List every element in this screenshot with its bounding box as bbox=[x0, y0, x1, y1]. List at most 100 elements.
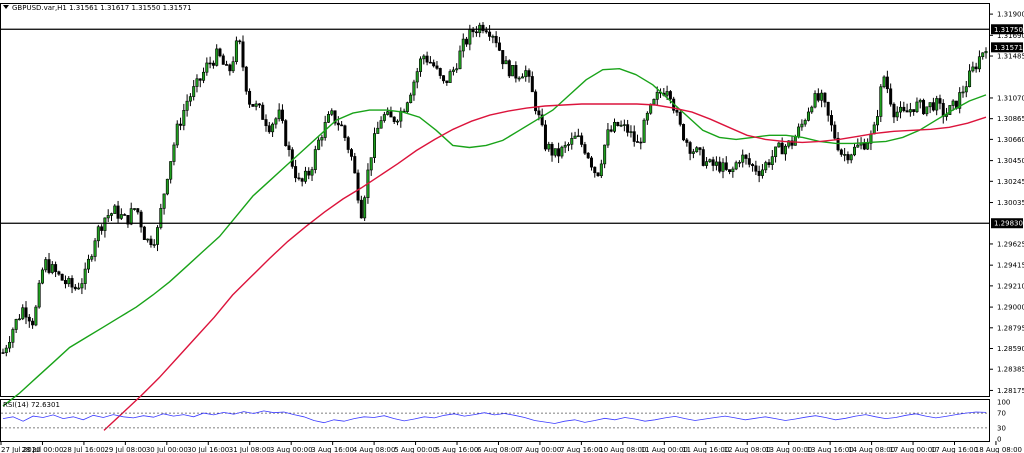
candle bbox=[981, 52, 985, 60]
candle bbox=[11, 327, 15, 348]
candle bbox=[415, 67, 419, 89]
candle bbox=[915, 97, 919, 114]
candle bbox=[833, 121, 837, 140]
last-price-label: 1.31571 bbox=[994, 44, 1023, 52]
candle bbox=[629, 125, 633, 138]
candle bbox=[86, 254, 90, 273]
candle bbox=[520, 73, 524, 79]
candle bbox=[320, 134, 324, 147]
candle bbox=[376, 121, 380, 134]
candle bbox=[343, 124, 347, 142]
candle bbox=[741, 149, 745, 168]
candle bbox=[317, 137, 321, 151]
candle bbox=[948, 105, 952, 115]
candle bbox=[626, 119, 630, 137]
time-tick-label: 11 Aug 00:00 bbox=[641, 446, 688, 453]
rsi-tick-label: 100 bbox=[997, 399, 1010, 407]
rsi-tick-label: 0 bbox=[997, 436, 1001, 444]
candle bbox=[221, 53, 225, 65]
price-tick-label: 1.30865 bbox=[997, 115, 1024, 123]
candle bbox=[826, 101, 830, 122]
candle bbox=[780, 137, 784, 155]
candle bbox=[228, 63, 232, 76]
candle bbox=[264, 114, 268, 132]
candle bbox=[67, 276, 71, 287]
time-tick-label: 7 Aug 16:00 bbox=[560, 446, 603, 453]
candle bbox=[783, 144, 787, 161]
candle bbox=[497, 36, 501, 52]
candle bbox=[231, 56, 235, 74]
candle bbox=[603, 144, 607, 169]
level-tag-label: 1.29830 bbox=[994, 220, 1023, 228]
candle bbox=[524, 65, 528, 82]
candle bbox=[142, 225, 146, 241]
candle bbox=[373, 127, 377, 163]
candle bbox=[902, 101, 906, 113]
price-tick-label: 1.29415 bbox=[997, 262, 1024, 270]
candle bbox=[274, 117, 278, 129]
candle bbox=[349, 148, 353, 161]
candle bbox=[175, 120, 179, 148]
candle bbox=[777, 141, 781, 148]
candle bbox=[195, 74, 199, 93]
candle bbox=[146, 238, 150, 243]
price-tick-label: 1.28385 bbox=[997, 366, 1024, 374]
candle bbox=[790, 136, 794, 150]
candle bbox=[297, 172, 301, 181]
candle bbox=[599, 159, 603, 179]
candle bbox=[760, 164, 764, 179]
candle bbox=[287, 141, 291, 157]
candle bbox=[734, 160, 738, 171]
candle bbox=[96, 224, 100, 248]
candle bbox=[984, 47, 988, 59]
candle bbox=[586, 152, 590, 159]
time-tick-label: 12 Aug 08:00 bbox=[724, 446, 771, 453]
candle bbox=[152, 239, 156, 248]
candle bbox=[737, 160, 741, 168]
candle bbox=[491, 34, 495, 44]
candle bbox=[379, 116, 383, 129]
candle bbox=[136, 208, 140, 215]
candle bbox=[333, 110, 337, 126]
time-tick-label: 17 Aug 16:00 bbox=[931, 446, 978, 453]
candle bbox=[744, 154, 748, 165]
candle bbox=[162, 193, 166, 215]
candle bbox=[583, 141, 587, 155]
candle bbox=[300, 177, 304, 187]
candle bbox=[928, 102, 932, 114]
candle bbox=[721, 158, 725, 179]
candle bbox=[254, 100, 258, 111]
candle bbox=[93, 238, 97, 262]
candle bbox=[77, 282, 81, 290]
candle bbox=[908, 102, 912, 117]
price-tick-label: 1.31900 bbox=[997, 11, 1024, 19]
candle bbox=[211, 60, 215, 69]
price-tick-label: 1.30245 bbox=[997, 178, 1024, 186]
candle bbox=[806, 107, 810, 122]
candle bbox=[455, 63, 459, 73]
candle bbox=[839, 148, 843, 157]
dropdown-triangle-icon[interactable] bbox=[3, 5, 9, 9]
candle bbox=[448, 69, 452, 83]
candle bbox=[369, 157, 373, 176]
rsi-indicator: 100 70 30 0 bbox=[1, 399, 1010, 444]
candle bbox=[149, 235, 153, 248]
time-tick-label: 5 Aug 16:00 bbox=[436, 446, 479, 453]
candle bbox=[484, 26, 488, 34]
candle bbox=[481, 22, 485, 34]
candle bbox=[566, 142, 570, 152]
time-tick-label: 5 Aug 00:00 bbox=[394, 446, 437, 453]
rsi-pane-frame bbox=[0, 399, 990, 442]
candle bbox=[202, 67, 206, 84]
time-tick-label: 31 Jul 08:00 bbox=[229, 446, 271, 453]
time-tick-label: 13 Aug 00:00 bbox=[765, 446, 812, 453]
candle bbox=[267, 121, 271, 134]
candle bbox=[899, 101, 903, 119]
candle bbox=[931, 97, 935, 112]
candle bbox=[422, 54, 426, 65]
candle bbox=[876, 109, 880, 132]
candle bbox=[829, 110, 833, 132]
time-tick-label: 29 Jul 08:00 bbox=[104, 446, 146, 453]
candle bbox=[517, 76, 521, 82]
